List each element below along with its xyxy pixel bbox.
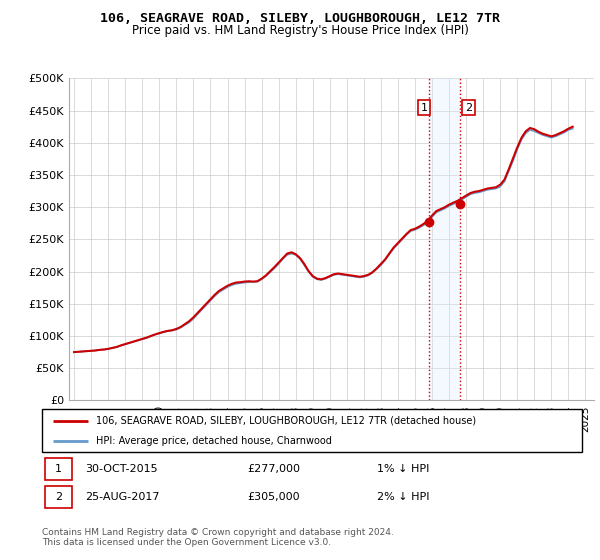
Text: 106, SEAGRAVE ROAD, SILEBY, LOUGHBOROUGH, LE12 7TR: 106, SEAGRAVE ROAD, SILEBY, LOUGHBOROUGH…: [100, 12, 500, 25]
Text: 2: 2: [55, 492, 62, 502]
Text: 30-OCT-2015: 30-OCT-2015: [85, 464, 158, 474]
Text: 106, SEAGRAVE ROAD, SILEBY, LOUGHBOROUGH, LE12 7TR (detached house): 106, SEAGRAVE ROAD, SILEBY, LOUGHBOROUGH…: [96, 416, 476, 426]
Text: 1% ↓ HPI: 1% ↓ HPI: [377, 464, 429, 474]
Bar: [429, 78, 460, 400]
FancyBboxPatch shape: [45, 458, 72, 480]
Text: 25-AUG-2017: 25-AUG-2017: [85, 492, 160, 502]
FancyBboxPatch shape: [42, 409, 582, 452]
Text: 2% ↓ HPI: 2% ↓ HPI: [377, 492, 430, 502]
Text: 1: 1: [55, 464, 62, 474]
Text: HPI: Average price, detached house, Charnwood: HPI: Average price, detached house, Char…: [96, 436, 332, 446]
Text: Price paid vs. HM Land Registry's House Price Index (HPI): Price paid vs. HM Land Registry's House …: [131, 24, 469, 37]
FancyBboxPatch shape: [45, 486, 72, 508]
Text: 2: 2: [465, 102, 472, 113]
Text: £305,000: £305,000: [247, 492, 300, 502]
Text: Contains HM Land Registry data © Crown copyright and database right 2024.
This d: Contains HM Land Registry data © Crown c…: [42, 528, 394, 547]
Text: £277,000: £277,000: [247, 464, 300, 474]
Text: 1: 1: [421, 102, 428, 113]
